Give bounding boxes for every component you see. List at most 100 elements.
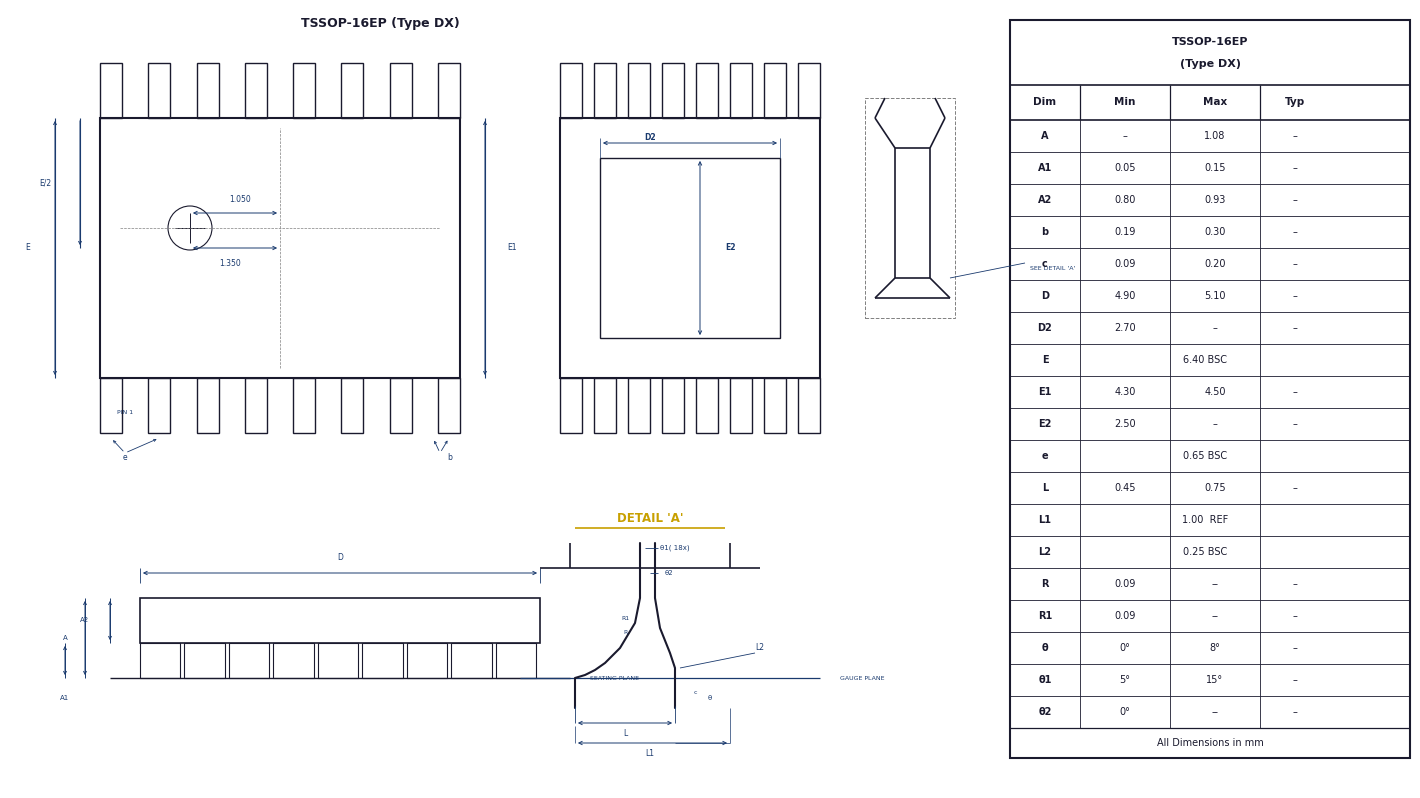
Text: 0.75: 0.75 [1204,483,1225,493]
Bar [244,63,267,118]
Text: L: L [1042,483,1048,493]
Bar [99,63,122,118]
Text: 0.19: 0.19 [1115,227,1136,237]
Text: 0.93: 0.93 [1204,195,1225,205]
Text: c: c [1042,259,1048,269]
Text: --: -- [1211,707,1218,717]
Bar [185,643,224,678]
Text: –: – [1292,643,1298,653]
Text: θ: θ [1042,643,1048,653]
Text: 0.30: 0.30 [1204,227,1225,237]
Text: 1.00  REF: 1.00 REF [1181,515,1228,525]
Text: e: e [122,453,128,463]
Text: A2: A2 [1038,195,1052,205]
Bar [293,63,315,118]
Text: L1: L1 [646,749,655,757]
Text: b: b [447,453,453,463]
Text: –: – [1213,419,1217,429]
Text: –: – [1292,227,1298,237]
Text: R: R [623,630,628,635]
Text: –: – [1123,131,1127,141]
Text: E2: E2 [1038,419,1052,429]
Text: 5.10: 5.10 [1204,291,1225,301]
Text: Typ: Typ [1285,97,1305,108]
Bar [696,63,719,118]
Text: 5°: 5° [1119,675,1130,685]
Text: L: L [623,729,628,737]
Text: (Type DX): (Type DX) [1180,60,1241,69]
Text: R1: R1 [621,615,629,621]
Text: –: – [1292,323,1298,333]
Bar [730,378,753,433]
Bar [601,158,780,338]
Text: –: – [1292,195,1298,205]
Bar [559,378,582,433]
Text: θ2: θ2 [1038,707,1052,717]
Bar [389,378,412,433]
Text: SEATING PLANE: SEATING PLANE [589,675,639,681]
Text: –: – [1292,163,1298,173]
Bar [244,378,267,433]
Bar [662,378,684,433]
Text: D: D [1041,291,1049,301]
Text: 0.05: 0.05 [1115,163,1136,173]
Text: 1.050: 1.050 [229,196,251,204]
Text: –: – [1292,483,1298,493]
Bar [865,98,956,318]
Bar [764,63,787,118]
Text: 0.15: 0.15 [1204,163,1225,173]
Text: L2: L2 [1038,547,1051,557]
Text: Min: Min [1115,97,1136,108]
Bar [341,378,364,433]
Bar [628,378,650,433]
Text: 2.50: 2.50 [1115,419,1136,429]
Text: L1: L1 [1038,515,1051,525]
Text: c: c [693,690,697,696]
Text: E1: E1 [1038,387,1052,397]
Text: A1: A1 [1038,163,1052,173]
Text: θ: θ [709,695,711,701]
Bar [99,118,460,378]
Text: 4.50: 4.50 [1204,387,1225,397]
Bar [662,63,684,118]
Text: –: – [1292,419,1298,429]
Text: PIN 1: PIN 1 [116,410,133,416]
Text: θ2: θ2 [665,570,673,576]
Text: 4.90: 4.90 [1115,291,1136,301]
Bar [437,378,460,433]
Text: 0.09: 0.09 [1115,259,1136,269]
Bar [594,63,616,118]
Text: 4.30: 4.30 [1115,387,1136,397]
Text: θ1( 18x): θ1( 18x) [660,545,690,551]
Text: 0.20: 0.20 [1204,259,1225,269]
Text: Dim: Dim [1034,97,1056,108]
Text: R: R [1041,579,1049,589]
Text: 0.09: 0.09 [1115,579,1136,589]
Text: R1: R1 [1038,611,1052,621]
Bar [99,378,122,433]
Text: 1.08: 1.08 [1204,131,1225,141]
Text: 0.25 BSC: 0.25 BSC [1183,547,1227,557]
Bar [273,643,314,678]
Bar [141,598,540,643]
Text: A: A [62,635,67,641]
Bar [696,378,719,433]
Text: –: – [1292,675,1298,685]
Text: SEE DETAIL 'A': SEE DETAIL 'A' [1030,266,1075,271]
Text: A1: A1 [61,695,70,701]
Text: TSSOP-16EP (Type DX): TSSOP-16EP (Type DX) [301,17,460,30]
Text: 2.70: 2.70 [1115,323,1136,333]
Text: E2: E2 [724,243,736,252]
Text: 0.80: 0.80 [1115,195,1136,205]
Text: A: A [1041,131,1049,141]
Text: –: – [1292,259,1298,269]
Bar [148,63,170,118]
Text: –: – [1292,579,1298,589]
Text: 15°: 15° [1207,675,1224,685]
Bar [141,643,180,678]
Text: θ1: θ1 [1038,675,1052,685]
Bar [452,643,491,678]
Bar [594,378,616,433]
Bar [293,378,315,433]
Text: 8°: 8° [1210,643,1220,653]
